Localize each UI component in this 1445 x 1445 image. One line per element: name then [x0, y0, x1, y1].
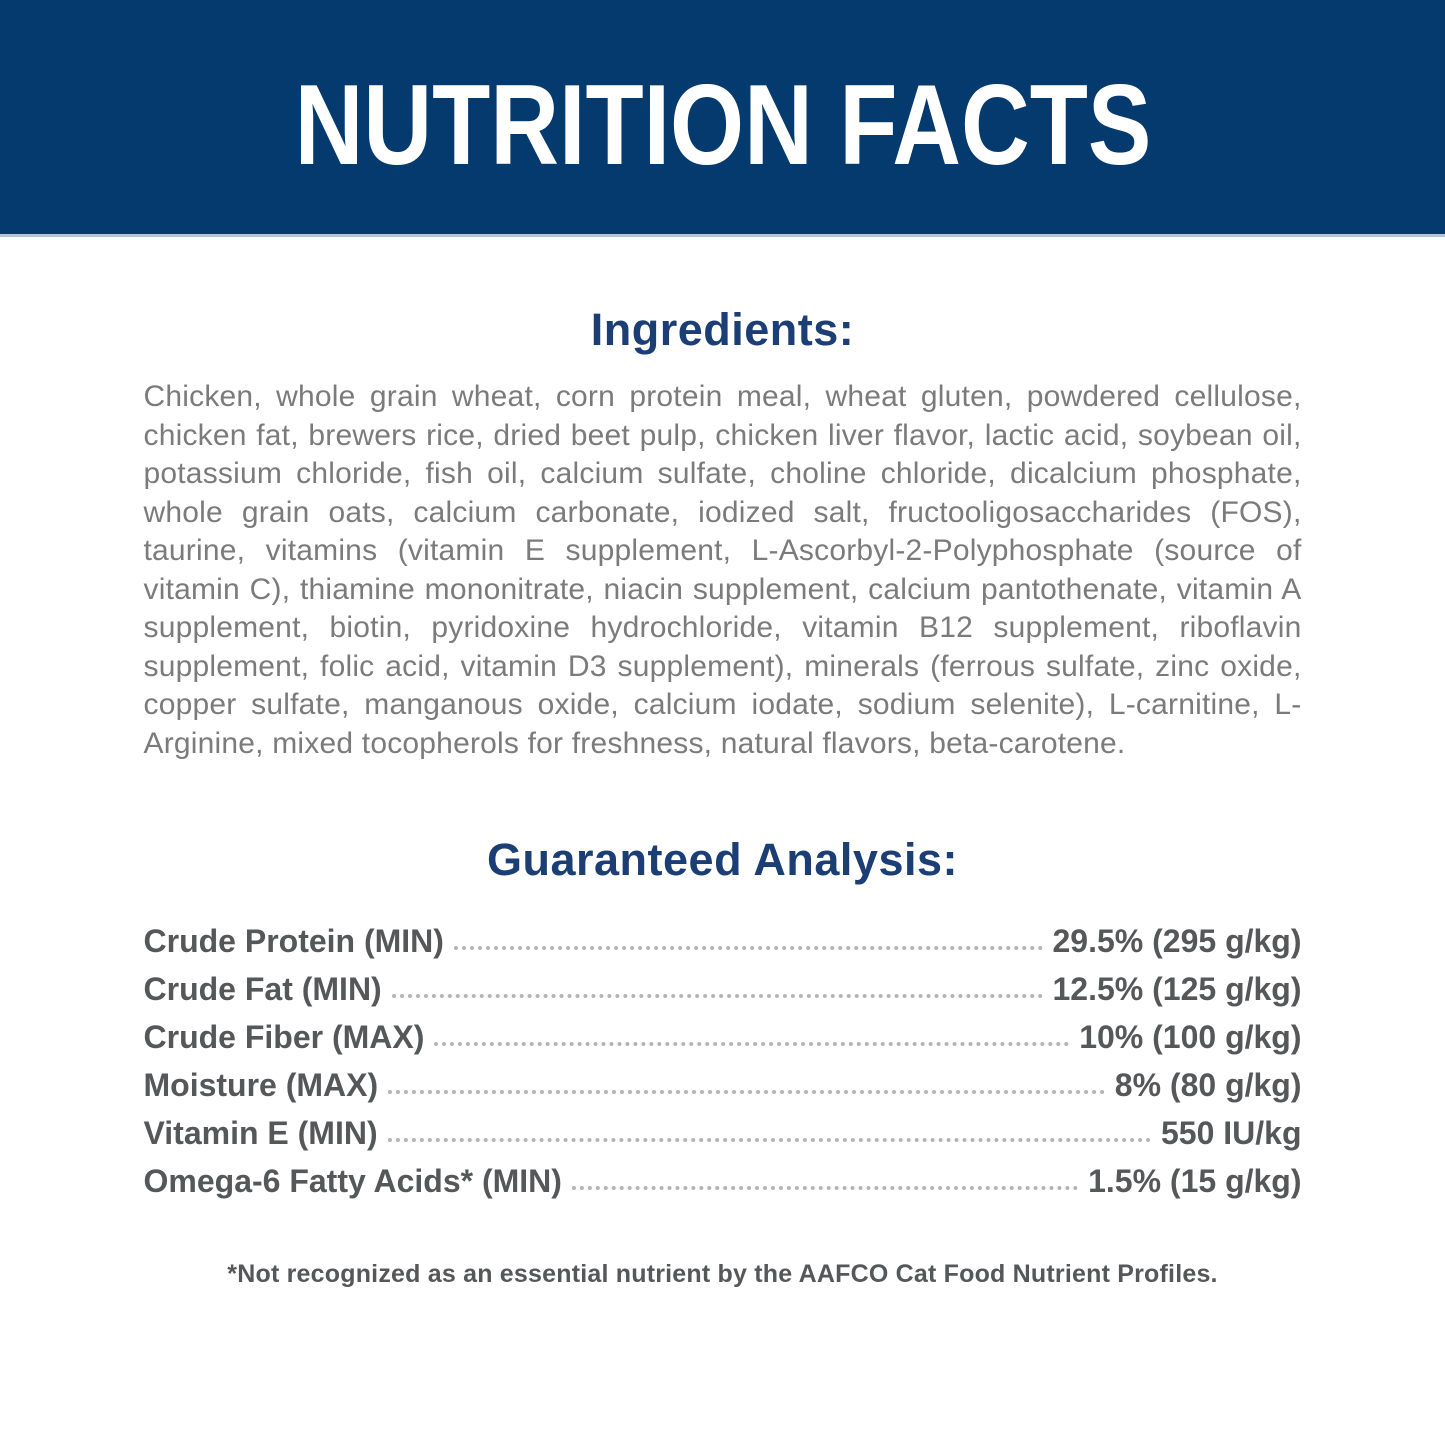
analysis-row-crude-protein: Crude Protein (MIN) 29.5% (295 g/kg) — [144, 912, 1302, 960]
analysis-value: 8% (80 g/kg) — [1114, 1067, 1302, 1103]
page-title: NUTRITION FACTS — [294, 60, 1151, 188]
analysis-row-crude-fat: Crude Fat (MIN) 12.5% (125 g/kg) — [144, 960, 1302, 1008]
analysis-value: 10% (100 g/kg) — [1079, 1019, 1302, 1055]
ingredients-heading: Ingredients: — [590, 304, 855, 355]
dot-leader — [387, 1138, 1151, 1142]
dot-leader — [453, 946, 1043, 950]
label-content: Ingredients: Chicken, whole grain wheat,… — [144, 307, 1302, 1289]
analysis-row-vitamin-e: Vitamin E (MIN) 550 IU/kg — [144, 1104, 1302, 1152]
dot-leader — [388, 1090, 1105, 1094]
guaranteed-analysis-heading: Guaranteed Analysis: — [487, 834, 958, 885]
analysis-value: 29.5% (295 g/kg) — [1052, 923, 1302, 959]
analysis-value: 550 IU/kg — [1160, 1115, 1302, 1151]
analysis-label: Crude Protein (MIN) — [143, 923, 444, 959]
analysis-row-moisture: Moisture (MAX) 8% (80 g/kg) — [144, 1056, 1302, 1104]
guaranteed-analysis-table: Crude Protein (MIN) 29.5% (295 g/kg) Cru… — [144, 912, 1302, 1200]
analysis-label: Omega-6 Fatty Acids* (MIN) — [143, 1163, 562, 1199]
analysis-label: Vitamin E (MIN) — [143, 1115, 378, 1151]
aafco-footnote: *Not recognized as an essential nutrient… — [227, 1260, 1218, 1288]
ingredients-text: Chicken, whole grain wheat, corn protein… — [143, 380, 1302, 760]
dot-leader — [391, 994, 1043, 998]
analysis-label: Crude Fiber (MAX) — [143, 1019, 425, 1055]
dot-leader — [434, 1042, 1070, 1046]
analysis-row-omega-6: Omega-6 Fatty Acids* (MIN) 1.5% (15 g/kg… — [144, 1152, 1302, 1200]
analysis-row-crude-fiber: Crude Fiber (MAX) 10% (100 g/kg) — [144, 1008, 1302, 1056]
nutrition-facts-banner: NUTRITION FACTS — [0, 0, 1445, 237]
analysis-label: Crude Fat (MIN) — [143, 971, 382, 1007]
analysis-value: 12.5% (125 g/kg) — [1052, 971, 1302, 1007]
analysis-label: Moisture (MAX) — [143, 1067, 379, 1103]
dot-leader — [571, 1186, 1079, 1190]
analysis-value: 1.5% (15 g/kg) — [1088, 1163, 1302, 1199]
